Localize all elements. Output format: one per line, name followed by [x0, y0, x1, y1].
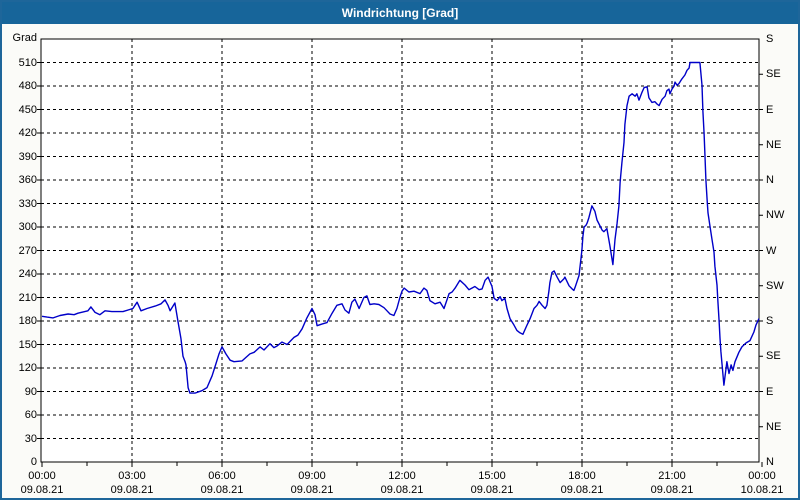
- y-right-tick-label: SE: [766, 68, 781, 81]
- y-right-tick-label: N: [766, 456, 774, 468]
- y-right-tick-label: NE: [766, 420, 782, 433]
- x-tick-date-label: 10.08.21: [740, 484, 784, 496]
- window-title: Windrichtung [Grad]: [341, 6, 459, 20]
- y-right-tick-label: W: [766, 244, 777, 257]
- x-tick-time-label: 09:00: [298, 470, 326, 482]
- x-tick-date-label: 09.08.21: [650, 484, 694, 496]
- y-left-tick-label: 30: [24, 432, 37, 445]
- x-tick-time-label: 06:00: [208, 470, 236, 482]
- y-left-tick-label: 120: [18, 362, 37, 374]
- y-left-tick-label: 510: [18, 56, 37, 69]
- chart-canvas: [37, 38, 763, 467]
- x-tick-time-label: 21:00: [658, 470, 686, 482]
- x-tick-time-label: 00:00: [28, 470, 56, 482]
- y-right-tick-label: E: [766, 385, 774, 398]
- y-left-tick-label: 60: [24, 409, 37, 421]
- x-tick-date-label: 09.08.21: [20, 484, 64, 496]
- y-right-tick-label: NW: [766, 209, 785, 222]
- y-right-tick-label: E: [766, 103, 774, 116]
- y-left-tick-label: 240: [18, 268, 37, 280]
- y-left-tick-label: 330: [18, 197, 37, 210]
- y-left-tick-label: 300: [18, 221, 37, 233]
- y-right-tick-label: NE: [766, 138, 782, 151]
- y-right-tick-label: SE: [766, 350, 781, 363]
- y-left-tick-label: 390: [18, 150, 37, 163]
- window-titlebar: Windrichtung [Grad]: [2, 2, 798, 24]
- x-tick-date-label: 09.08.21: [290, 484, 334, 496]
- y-left-tick-label: 450: [18, 103, 37, 116]
- x-tick-date-label: 09.08.21: [560, 484, 604, 496]
- y-axis-unit-label: Grad: [12, 32, 37, 44]
- y-left-tick-label: 150: [18, 338, 37, 351]
- y-right-tick-label: S: [766, 33, 774, 45]
- x-tick-date-label: 09.08.21: [110, 484, 154, 496]
- y-left-tick-label: 480: [18, 80, 37, 92]
- x-tick-date-label: 09.08.21: [200, 484, 244, 496]
- x-tick-date-label: 09.08.21: [380, 484, 424, 496]
- y-left-tick-label: 360: [18, 174, 37, 186]
- y-left-tick-label: 210: [18, 291, 37, 304]
- y-left-tick-label: 420: [18, 127, 37, 139]
- y-left-tick-label: 180: [18, 315, 37, 327]
- chart-area: Grad 510 480 450 420 390 360 330 300 270 240 210 180…: [2, 24, 798, 498]
- x-tick-time-label: 15:00: [478, 470, 506, 482]
- x-tick-time-label: 00:00: [748, 470, 776, 482]
- y-left-tick-label: 270: [18, 244, 37, 257]
- x-tick-date-label: 09.08.21: [470, 484, 514, 496]
- y-left-tick-label: 90: [24, 385, 37, 398]
- y-right-tick-label: S: [766, 315, 774, 327]
- x-tick-time-label: 18:00: [568, 470, 596, 482]
- y-left-tick-label: 0: [30, 456, 37, 468]
- x-tick-time-label: 03:00: [118, 470, 146, 482]
- y-right-tick-label: SW: [766, 279, 784, 292]
- plot-area: [40, 38, 760, 463]
- wind-direction-line: [41, 61, 760, 394]
- x-tick-time-label: 12:00: [388, 470, 416, 482]
- y-right-tick-label: N: [766, 174, 774, 186]
